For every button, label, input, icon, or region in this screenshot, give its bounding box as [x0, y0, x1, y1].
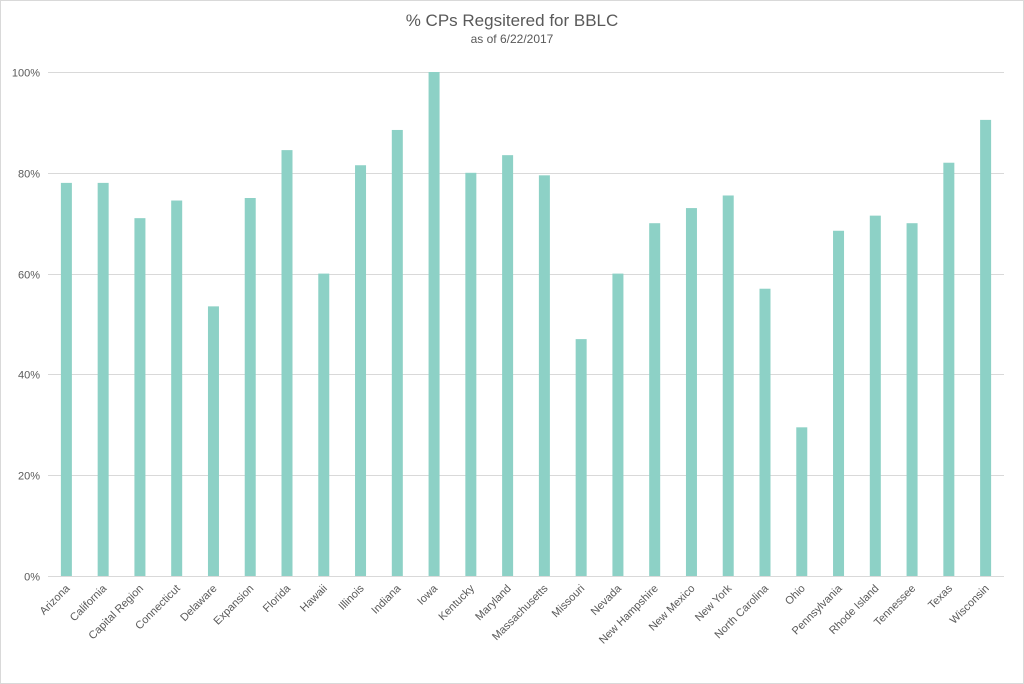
bar — [833, 230, 845, 576]
bar — [281, 150, 293, 576]
x-tick-label: Wisconsin — [948, 583, 992, 627]
bars — [60, 72, 992, 577]
bar — [207, 306, 219, 576]
x-tick-label: Nevada — [589, 582, 625, 618]
chart-subtitle: as of 6/22/2017 — [470, 32, 554, 46]
y-tick-label: 100% — [12, 68, 40, 80]
bar — [355, 165, 367, 577]
x-tick-label: Arizona — [38, 582, 73, 617]
y-tick-label: 60% — [18, 270, 40, 282]
x-tick-label: Florida — [261, 582, 294, 615]
y-tick-label: 0% — [24, 572, 40, 584]
bar — [759, 288, 771, 576]
x-tick-label: Indiana — [369, 582, 404, 617]
bar — [538, 175, 550, 576]
bar — [685, 208, 697, 576]
x-tick-label: Texas — [926, 582, 955, 611]
x-tick-label: Ohio — [783, 583, 808, 608]
bar — [97, 182, 109, 576]
bar — [869, 215, 881, 576]
bar — [244, 198, 256, 576]
bar — [575, 339, 587, 576]
chart-title: % CPs Regsitered for BBLC — [405, 11, 619, 30]
bar — [60, 182, 72, 576]
bar — [612, 273, 624, 576]
x-tick-label: Missouri — [550, 583, 587, 620]
bar — [502, 155, 514, 576]
y-tick-label: 80% — [18, 169, 40, 181]
x-tick-label: Kentucky — [436, 582, 477, 623]
x-tick-label: Illinois — [337, 582, 367, 612]
bar — [318, 273, 330, 576]
bar — [428, 72, 440, 576]
bar — [722, 195, 734, 577]
x-tick-label: Iowa — [415, 582, 441, 608]
x-tick-label: Hawaii — [298, 583, 330, 615]
bar — [980, 119, 992, 576]
bar — [134, 218, 146, 576]
y-axis-ticks: 0% 20% 40% 60% 80% 100% — [12, 68, 40, 584]
bar — [649, 223, 661, 576]
bar — [796, 427, 808, 576]
gridlines — [48, 72, 1004, 577]
y-tick-label: 40% — [18, 370, 40, 382]
bar — [171, 200, 183, 576]
bar — [906, 223, 918, 576]
bar — [943, 162, 955, 576]
bar — [465, 172, 477, 577]
x-tick-label: Expansion — [212, 583, 257, 628]
y-tick-label: 20% — [18, 471, 40, 483]
bar — [391, 129, 403, 576]
